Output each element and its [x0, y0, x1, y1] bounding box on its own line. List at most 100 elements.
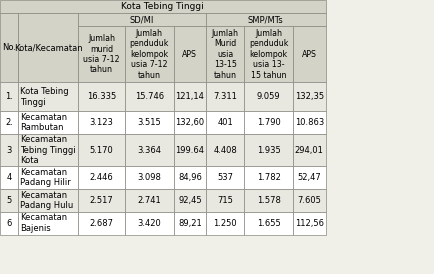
Bar	[206, 13, 326, 26]
Bar	[18, 111, 78, 134]
Text: 92,45: 92,45	[178, 196, 202, 205]
Text: 3.420: 3.420	[138, 219, 161, 228]
Bar	[18, 82, 78, 111]
Text: SMP/MTs: SMP/MTs	[248, 15, 284, 24]
Text: 2.: 2.	[5, 118, 13, 127]
Bar	[78, 13, 206, 26]
Bar	[206, 212, 244, 235]
Bar	[244, 26, 293, 82]
Text: Jumlah
murid
usia 7-12
tahun: Jumlah murid usia 7-12 tahun	[83, 34, 120, 75]
Bar	[206, 189, 244, 212]
Text: 1.935: 1.935	[257, 146, 280, 155]
Text: 3.515: 3.515	[138, 118, 161, 127]
Text: APS: APS	[302, 50, 317, 59]
Bar	[174, 189, 206, 212]
Bar	[174, 134, 206, 166]
Text: 6: 6	[7, 219, 12, 228]
Bar	[244, 189, 293, 212]
Bar	[78, 82, 125, 111]
Bar	[0, 189, 18, 212]
Text: 16.335: 16.335	[87, 92, 116, 101]
Text: Jumlah
Murid
usia
13-15
tahun: Jumlah Murid usia 13-15 tahun	[212, 29, 239, 80]
Text: Kecamatan
Padang Hulu: Kecamatan Padang Hulu	[20, 191, 73, 210]
Bar	[0, 13, 18, 82]
Bar	[244, 134, 293, 166]
Bar	[125, 212, 174, 235]
Text: 15.746: 15.746	[135, 92, 164, 101]
Text: Kecamatan
Bajenis: Kecamatan Bajenis	[20, 213, 67, 233]
Bar	[18, 166, 78, 189]
Bar	[0, 111, 18, 134]
Bar	[0, 212, 18, 235]
Text: Kota Tebing Tinggi: Kota Tebing Tinggi	[122, 2, 204, 11]
Text: 5: 5	[7, 196, 12, 205]
Bar	[0, 0, 326, 13]
Bar	[0, 166, 18, 189]
Text: 7.605: 7.605	[297, 196, 321, 205]
Bar	[206, 82, 244, 111]
Text: Kecamatan
Padang Hilir: Kecamatan Padang Hilir	[20, 168, 71, 187]
Bar	[244, 166, 293, 189]
Text: 1.578: 1.578	[256, 196, 281, 205]
Text: 3.098: 3.098	[137, 173, 161, 182]
Bar	[244, 212, 293, 235]
Text: 84,96: 84,96	[178, 173, 202, 182]
Bar	[244, 111, 293, 134]
Text: Jumlah
penduduk
kelompok
usia 7-12
tahun: Jumlah penduduk kelompok usia 7-12 tahun	[130, 29, 169, 80]
Text: 2.687: 2.687	[89, 219, 114, 228]
Text: Jumlah
penduduk
kelompok
usia 13-
15 tahun: Jumlah penduduk kelompok usia 13- 15 tah…	[249, 29, 288, 80]
Text: SD/MI: SD/MI	[130, 15, 155, 24]
Bar	[293, 212, 326, 235]
Text: 715: 715	[217, 196, 233, 205]
Text: 537: 537	[217, 173, 233, 182]
Text: 2.517: 2.517	[90, 196, 113, 205]
Bar	[125, 166, 174, 189]
Text: Kota/Kecamatan: Kota/Kecamatan	[14, 43, 82, 52]
Text: Kota Tebing
Tinggi: Kota Tebing Tinggi	[20, 87, 69, 107]
Text: 2.741: 2.741	[138, 196, 161, 205]
Text: 89,21: 89,21	[178, 219, 202, 228]
Text: 121,14: 121,14	[175, 92, 204, 101]
Text: 1.: 1.	[5, 92, 13, 101]
Bar	[18, 13, 78, 82]
Text: Kecamatan
Rambutan: Kecamatan Rambutan	[20, 113, 67, 132]
Bar	[174, 111, 206, 134]
Text: 1.782: 1.782	[256, 173, 281, 182]
Text: 401: 401	[217, 118, 233, 127]
Text: 1.790: 1.790	[257, 118, 280, 127]
Text: 1.250: 1.250	[214, 219, 237, 228]
Text: 4: 4	[7, 173, 12, 182]
Text: 10.863: 10.863	[295, 118, 324, 127]
Text: 3: 3	[7, 146, 12, 155]
Bar	[293, 166, 326, 189]
Bar	[18, 212, 78, 235]
Text: 132,60: 132,60	[175, 118, 204, 127]
Bar	[174, 212, 206, 235]
Bar	[78, 134, 125, 166]
Bar	[78, 111, 125, 134]
Bar	[78, 189, 125, 212]
Text: APS: APS	[182, 50, 197, 59]
Text: 4.408: 4.408	[214, 146, 237, 155]
Text: 199.64: 199.64	[175, 146, 204, 155]
Bar	[125, 189, 174, 212]
Bar	[78, 212, 125, 235]
Bar	[18, 134, 78, 166]
Text: 2.446: 2.446	[90, 173, 113, 182]
Bar	[206, 26, 244, 82]
Bar	[174, 166, 206, 189]
Bar	[206, 166, 244, 189]
Bar	[78, 26, 125, 82]
Bar	[293, 189, 326, 212]
Bar	[18, 189, 78, 212]
Text: 294,01: 294,01	[295, 146, 324, 155]
Bar	[0, 82, 18, 111]
Bar	[293, 26, 326, 82]
Bar	[125, 134, 174, 166]
Bar	[0, 134, 18, 166]
Bar	[244, 82, 293, 111]
Text: 9.059: 9.059	[257, 92, 280, 101]
Bar	[125, 111, 174, 134]
Bar	[174, 26, 206, 82]
Text: 3.364: 3.364	[137, 146, 161, 155]
